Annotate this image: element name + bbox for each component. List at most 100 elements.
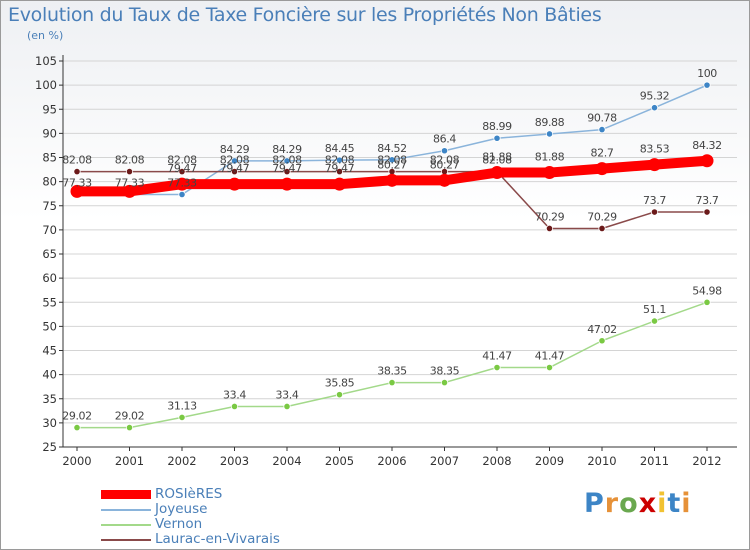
data-label: 83.53	[640, 143, 670, 156]
x-tick-label: 2008	[482, 454, 511, 468]
data-label: 29.02	[62, 410, 92, 423]
data-point	[598, 126, 606, 134]
data-label: 54.98	[692, 284, 722, 297]
data-point	[125, 424, 134, 432]
data-point	[230, 167, 239, 176]
data-label: 88.99	[482, 120, 512, 133]
data-point	[545, 363, 554, 372]
data-point	[178, 167, 186, 176]
data-point	[175, 177, 189, 191]
data-label: 73.7	[696, 194, 719, 207]
data-label: 90.78	[587, 112, 617, 125]
data-point	[228, 177, 241, 191]
data-label: 100	[697, 67, 717, 80]
data-point	[438, 173, 451, 187]
data-label: 79.47	[220, 162, 250, 175]
logo-letter: o	[619, 488, 639, 519]
data-label: 80.27	[377, 158, 407, 171]
legend-label: ROSIèRES	[155, 486, 223, 502]
data-point	[493, 363, 501, 372]
legend-swatch	[101, 508, 151, 511]
proxiti-logo: Proxiti	[584, 488, 692, 519]
data-label: 89.88	[535, 116, 565, 129]
y-tick-label: 70	[42, 223, 57, 237]
legend-swatch	[101, 523, 151, 526]
data-label: 82.08	[325, 154, 355, 167]
y-tick-label: 100	[35, 78, 57, 92]
data-point	[70, 184, 84, 198]
data-point	[490, 166, 504, 180]
data-point	[73, 167, 81, 176]
data-point	[545, 224, 554, 233]
y-tick-label: 30	[42, 416, 57, 430]
data-point	[388, 156, 396, 164]
x-tick-label: 2004	[272, 454, 301, 468]
y-tick-label: 90	[42, 126, 57, 140]
data-label: 79.47	[325, 162, 355, 175]
x-tick-label: 2010	[587, 454, 616, 468]
data-point	[650, 208, 659, 216]
data-point	[648, 158, 661, 172]
y-tick-label: 65	[42, 247, 57, 261]
data-point	[230, 157, 239, 165]
y-tick-label: 95	[42, 102, 57, 116]
data-label: 80.27	[430, 158, 460, 171]
y-tick-label: 35	[42, 392, 57, 406]
data-point	[125, 167, 134, 176]
data-label: 82.08	[167, 154, 197, 167]
data-label: 82.08	[272, 154, 302, 167]
data-label: 84.45	[325, 142, 355, 155]
y-tick-label: 105	[35, 54, 57, 68]
data-point	[333, 177, 346, 191]
data-label: 82.08	[377, 154, 407, 167]
legend-label: Vernon	[155, 516, 203, 532]
data-label: 84.29	[220, 143, 250, 156]
x-tick-label: 2005	[325, 454, 354, 468]
data-label: 70.29	[535, 210, 565, 223]
y-tick-label: 85	[42, 151, 57, 165]
data-point	[283, 402, 291, 411]
logo-letter: i	[657, 488, 668, 519]
data-label: 33.4	[276, 388, 299, 401]
data-point	[73, 424, 81, 432]
y-tick-label: 80	[42, 175, 57, 189]
data-label: 77.33	[167, 177, 197, 190]
x-tick-label: 2006	[377, 454, 406, 468]
y-tick-label: 40	[42, 368, 57, 382]
chart-title: Evolution du Taux de Taxe Foncière sur l…	[8, 4, 602, 26]
x-tick-label: 2009	[535, 454, 564, 468]
y-tick-label: 50	[42, 319, 57, 333]
legend-label: Laurac-en-Vivarais	[155, 531, 280, 547]
data-label: 84.52	[377, 142, 407, 155]
data-label: 77.33	[62, 177, 92, 190]
x-tick-label: 2007	[430, 454, 459, 468]
x-tick-label: 2012	[692, 454, 721, 468]
data-label: 41.47	[482, 350, 512, 363]
data-point	[650, 317, 659, 325]
data-point	[650, 104, 659, 112]
data-label: 73.7	[643, 194, 666, 207]
data-label: 38.35	[377, 365, 407, 378]
data-point	[703, 208, 711, 216]
y-tick-label: 60	[42, 271, 57, 285]
data-label: 95.32	[640, 90, 670, 103]
data-point	[598, 224, 606, 233]
y-tick-label: 75	[42, 199, 57, 213]
data-point	[493, 134, 501, 142]
logo-letter: x	[638, 488, 658, 519]
logo-letter: i	[681, 488, 692, 519]
data-label: 82.7	[591, 147, 614, 160]
data-label: 51.1	[643, 303, 666, 316]
legend-label: Joyeuse	[155, 501, 208, 517]
data-point	[440, 378, 449, 387]
data-point	[178, 190, 186, 199]
logo-letter: P	[584, 488, 605, 519]
data-point	[700, 154, 714, 168]
data-label: 79.47	[167, 162, 197, 175]
data-point	[385, 173, 399, 187]
chart-unit-label: (en %)	[27, 29, 64, 42]
data-label: 35.85	[325, 377, 355, 390]
data-point	[335, 167, 344, 176]
data-label: 81.88	[482, 151, 512, 164]
data-point	[703, 298, 711, 306]
